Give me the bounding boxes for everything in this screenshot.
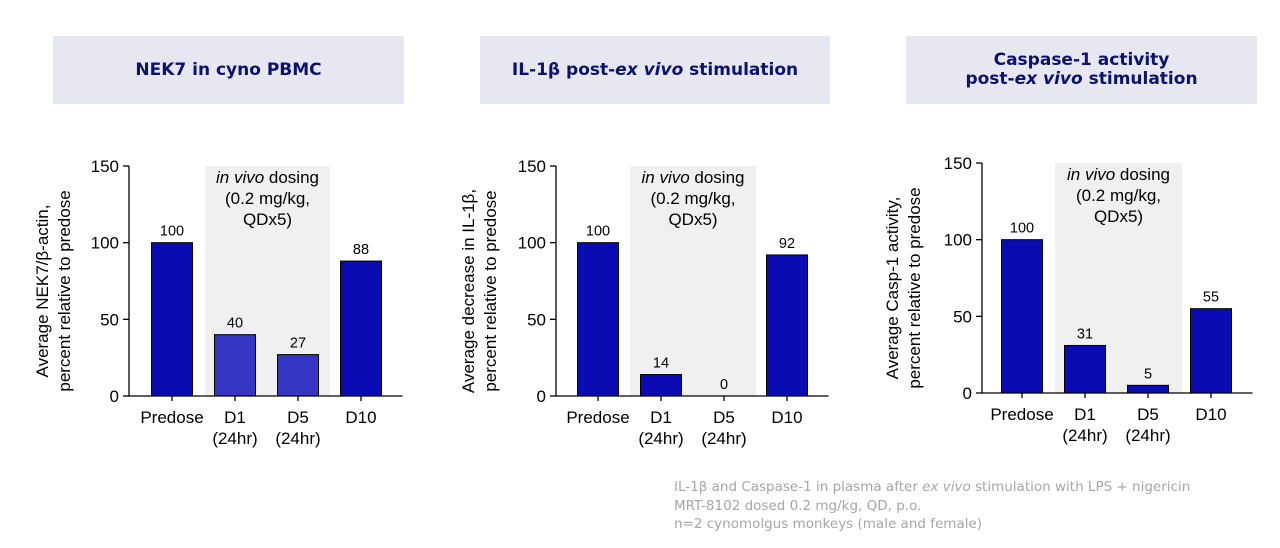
x-tick-label: Predose [140,408,203,427]
x-tick-label: D1 [224,408,246,427]
y-axis-label: percent relative to predose [481,190,500,391]
data-label: 31 [1077,326,1093,342]
x-tick-label: D5 [713,408,735,427]
header-line1: Caspase-1 activity [993,50,1170,70]
y-tick-label: 0 [963,384,972,403]
y-tick-label: 150 [518,157,546,176]
y-axis-label: Average NEK7/β-actin, [33,205,52,378]
data-label: 27 [290,336,306,352]
data-label: 100 [586,224,610,240]
dosing-region [630,166,756,396]
dosing-label-line1: in vivo dosing [1067,165,1170,184]
dosing-label-line2: (0.2 mg/kg, [650,189,735,208]
header-text: IL-1β post- [511,59,616,80]
x-tick-label: (24hr) [212,429,257,448]
data-label: 88 [353,242,369,258]
dosing-label-line2: (0.2 mg/kg, [225,189,310,208]
dosing-label-line2: (0.2 mg/kg, [1076,186,1161,205]
dosing-label-line1: in vivo dosing [216,168,319,187]
data-label: 55 [1203,290,1219,306]
bar [1190,308,1232,394]
footnote-line3: n=2 cynomolgus monkeys (male and female) [674,516,983,532]
x-tick-label: Predose [566,408,629,427]
data-label: 92 [779,236,795,252]
x-tick-label: D10 [1195,405,1226,424]
footnote: IL-1β and Caspase-1 in plasma after ex v… [674,478,1190,534]
bar [214,334,256,397]
header-text-end: stimulation [683,59,799,80]
x-tick-label: D10 [345,408,376,427]
x-tick-label: D1 [650,408,672,427]
data-label: 40 [227,316,243,332]
footnote-line1: IL-1β and Caspase-1 in plasma after [674,479,923,495]
bar [277,354,319,397]
y-axis-label: percent relative to predose [905,187,924,388]
x-tick-label: D5 [1137,405,1159,424]
bar [151,242,193,397]
footnote-line1-end: stimulation with LPS + nigericin [970,479,1191,495]
header-line2-end: stimulation [1082,69,1198,89]
x-tick-label: (24hr) [638,429,683,448]
data-label: 5 [1144,366,1152,382]
y-tick-label: 100 [944,231,972,250]
y-tick-label: 0 [537,387,546,406]
x-tick-label: D1 [1074,405,1096,424]
dosing-label-line3: QDx5) [1094,207,1143,226]
bar [577,242,619,397]
header-text-italic: ex vivo [615,59,684,80]
bar [1001,239,1043,394]
header-line2-start: post- [965,69,1015,89]
data-label: 14 [653,356,669,372]
bar [340,260,382,397]
dosing-label-line1: in vivo dosing [641,168,744,187]
x-tick-label: (24hr) [275,429,320,448]
y-tick-label: 150 [944,154,972,173]
x-tick-label: Predose [990,405,1053,424]
y-tick-label: 100 [91,234,119,253]
y-axis-label: Average Casp-1 activity, [883,197,902,380]
y-axis-label: percent relative to predose [55,190,74,391]
header-text: NEK7 in cyno PBMC [135,59,322,80]
footnote-line1-italic: ex vivo [922,479,971,495]
y-tick-label: 0 [110,387,119,406]
header-line2-italic: ex vivo [1014,69,1083,89]
y-tick-label: 50 [527,310,546,329]
data-label: 100 [160,224,184,240]
bar [1064,344,1106,394]
y-tick-label: 100 [518,234,546,253]
x-tick-label: (24hr) [1062,426,1107,445]
y-tick-label: 50 [100,310,119,329]
data-label: 100 [1010,221,1034,237]
data-label: 0 [720,377,728,393]
bar [1127,384,1169,394]
dosing-label-line3: QDx5) [668,210,717,229]
x-tick-label: D5 [287,408,309,427]
dosing-label-line3: QDx5) [243,210,292,229]
panel-header-nek7: NEK7 in cyno PBMC [53,36,404,104]
panel-header-caspase: Caspase-1 activity post-ex vivo stimulat… [906,36,1257,104]
bar [766,254,808,397]
footnote-line2: MRT-8102 dosed 0.2 mg/kg, QD, p.o. [674,497,922,514]
x-tick-label: (24hr) [701,429,746,448]
y-axis-label: Average decrease in IL-1β, [459,189,478,393]
x-tick-label: D10 [771,408,802,427]
panel-header-il1b: IL-1β post-ex vivo stimulation [480,36,830,104]
x-tick-label: (24hr) [1125,426,1170,445]
y-tick-label: 50 [953,307,972,326]
bar [640,374,682,397]
y-tick-label: 150 [91,157,119,176]
